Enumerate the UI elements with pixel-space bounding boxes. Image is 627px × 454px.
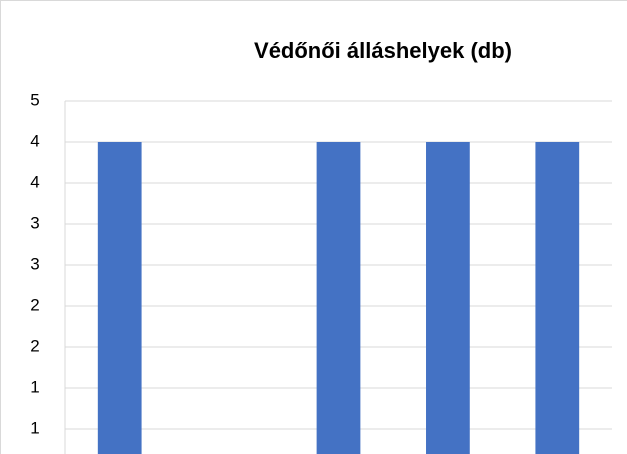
y-tick-label: 2	[30, 336, 39, 355]
y-tick-label: 4	[30, 131, 39, 150]
y-tick-label: 3	[30, 254, 39, 273]
bar	[97, 142, 142, 454]
y-tick-label: 3	[30, 213, 39, 232]
bar	[535, 142, 580, 454]
chart-title: Védőnői álláshelyek (db)	[254, 38, 512, 63]
y-tick-label: 5	[30, 90, 39, 109]
y-tick-label: 2	[30, 295, 39, 314]
bar	[316, 142, 361, 454]
y-tick-label: 1	[30, 377, 39, 396]
bar	[426, 142, 470, 454]
y-tick-label: 4	[30, 172, 39, 191]
y-tick-label: 1	[30, 418, 39, 437]
